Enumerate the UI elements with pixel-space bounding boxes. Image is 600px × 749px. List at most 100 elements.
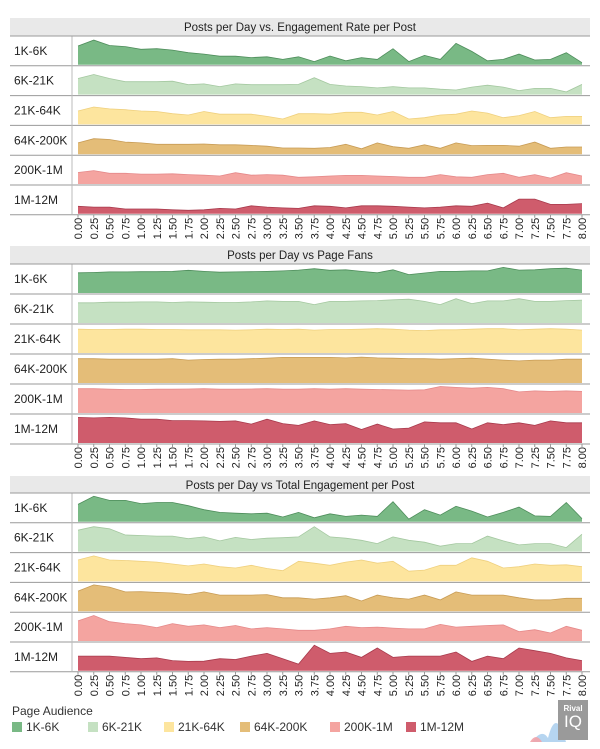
- x-tick-label: 7.50: [546, 218, 558, 239]
- chart-panel: Posts per Day vs Total Engagement per Po…: [10, 476, 590, 696]
- x-tick-label: 0.75: [120, 218, 132, 239]
- series-row: 21K-64K: [10, 555, 590, 583]
- panel-title: Posts per Day vs Total Engagement per Po…: [186, 480, 415, 492]
- x-tick-label: 6.25: [467, 218, 479, 239]
- series-label: 6K-21K: [14, 74, 54, 88]
- x-tick-label: 4.50: [357, 447, 369, 468]
- area-1m-12m: [78, 645, 582, 671]
- area-1m-12m: [78, 417, 582, 443]
- legend-swatch: [406, 722, 416, 732]
- series-row: 1M-12M: [10, 416, 590, 445]
- x-tick-label: 0.00: [73, 218, 85, 239]
- x-tick-label: 7.00: [514, 218, 526, 239]
- x-tick-label: 6.75: [498, 675, 510, 696]
- series-row: 64K-200K: [10, 356, 590, 385]
- area-line-21k-64k: [77, 106, 582, 120]
- x-tick-label: 2.25: [215, 675, 227, 696]
- legend-swatch: [88, 722, 98, 732]
- x-tick-label: 3.25: [278, 218, 290, 239]
- area-21k-64k: [78, 328, 582, 353]
- area-line-200k-1m: [78, 386, 583, 393]
- area-line-6k-21k: [77, 74, 583, 93]
- x-tick-label: 4.00: [325, 218, 337, 239]
- x-tick-label: 4.50: [357, 218, 369, 239]
- x-tick-label: 6.00: [451, 218, 463, 239]
- area-line-1k-6k: [77, 39, 583, 64]
- series-row: 21K-64K: [10, 328, 590, 355]
- series-label: 200K-1M: [14, 163, 63, 177]
- x-tick-label: 0.75: [120, 675, 132, 696]
- x-tick-label: 2.00: [199, 447, 211, 468]
- x-tick-label: 5.75: [435, 218, 447, 239]
- x-tick-label: 6.75: [498, 218, 510, 239]
- x-tick-label: 6.75: [498, 447, 510, 468]
- logo-text-iq: IQ: [564, 712, 582, 731]
- legend-item: 64K-200K: [240, 720, 330, 734]
- x-tick-label: 7.50: [546, 447, 558, 468]
- series-row: 200K-1M: [10, 163, 590, 186]
- x-tick-label: 3.00: [262, 218, 274, 239]
- series-row: 1M-12M: [10, 644, 590, 673]
- x-tick-label: 3.75: [309, 218, 321, 239]
- area-64k-200k: [78, 138, 582, 155]
- logo-box: Rival IQ: [558, 700, 588, 740]
- x-tick-label: 1.00: [136, 218, 148, 239]
- x-tick-label: 4.25: [341, 447, 353, 468]
- area-1k-6k: [78, 267, 582, 293]
- x-tick-label: 6.50: [483, 447, 495, 468]
- series-label: 1M-12M: [14, 422, 58, 436]
- series-label: 21K-64K: [14, 332, 61, 346]
- legend-swatch: [330, 722, 340, 732]
- area-line-6k-21k: [77, 526, 583, 549]
- x-tick-label: 5.00: [388, 218, 400, 239]
- x-tick-label: 6.00: [451, 675, 463, 696]
- legend-items: 1K-6K 6K-21K 21K-64K 64K-200K 200K-1M 1M-12M: [12, 720, 482, 734]
- x-tick-label: 7.25: [530, 218, 542, 239]
- logo-text-rival: Rival: [563, 704, 583, 713]
- x-tick-label: 4.00: [325, 447, 337, 468]
- x-tick-label: 6.25: [467, 447, 479, 468]
- x-tick-label: 1.75: [183, 218, 195, 239]
- series-row: 64K-200K: [10, 584, 590, 613]
- x-tick-label: 2.75: [246, 218, 258, 239]
- x-tick-label: 2.50: [231, 675, 243, 696]
- area-21k-64k: [78, 555, 582, 582]
- area-line-1k-6k: [77, 266, 583, 276]
- legend-swatch: [164, 722, 174, 732]
- series-label: 1M-12M: [14, 193, 58, 207]
- legend-item: 6K-21K: [88, 720, 164, 734]
- series-row: 21K-64K: [10, 104, 590, 126]
- x-tick-label: 1.25: [152, 218, 164, 239]
- series-label: 1K-6K: [14, 272, 47, 286]
- x-tick-label: 7.00: [514, 447, 526, 468]
- x-tick-label: 1.75: [183, 447, 195, 468]
- area-1k-6k: [78, 496, 582, 522]
- x-tick-label: 0.50: [105, 447, 117, 468]
- series-label: 6K-21K: [14, 531, 54, 545]
- x-tick-label: 5.25: [404, 447, 416, 468]
- x-tick-label: 1.50: [168, 218, 180, 239]
- series-row: 64K-200K: [10, 133, 590, 156]
- area-64k-200k: [78, 357, 582, 383]
- series-row: 6K-21K: [10, 298, 590, 325]
- x-tick-label: 7.75: [561, 675, 573, 696]
- series-row: 6K-21K: [10, 526, 590, 554]
- series-label: 64K-200K: [14, 133, 67, 147]
- x-tick-label: 3.25: [278, 675, 290, 696]
- x-tick-label: 0.50: [105, 218, 117, 239]
- x-tick-label: 3.50: [294, 218, 306, 239]
- area-1k-6k: [78, 40, 582, 65]
- legend-label: 200K-1M: [344, 720, 393, 734]
- series-label: 200K-1M: [14, 620, 63, 634]
- x-tick-label: 2.75: [246, 675, 258, 696]
- series-label: 21K-64K: [14, 561, 61, 575]
- area-line-1k-6k: [77, 495, 583, 520]
- area-line-6k-21k: [78, 298, 583, 306]
- area-21k-64k: [78, 107, 582, 125]
- area-line-21k-64k: [77, 555, 583, 572]
- x-tick-label: 7.25: [530, 675, 542, 696]
- x-tick-label: 5.25: [404, 675, 416, 696]
- legend-item: 200K-1M: [330, 720, 406, 734]
- x-tick-label: 1.75: [183, 675, 195, 696]
